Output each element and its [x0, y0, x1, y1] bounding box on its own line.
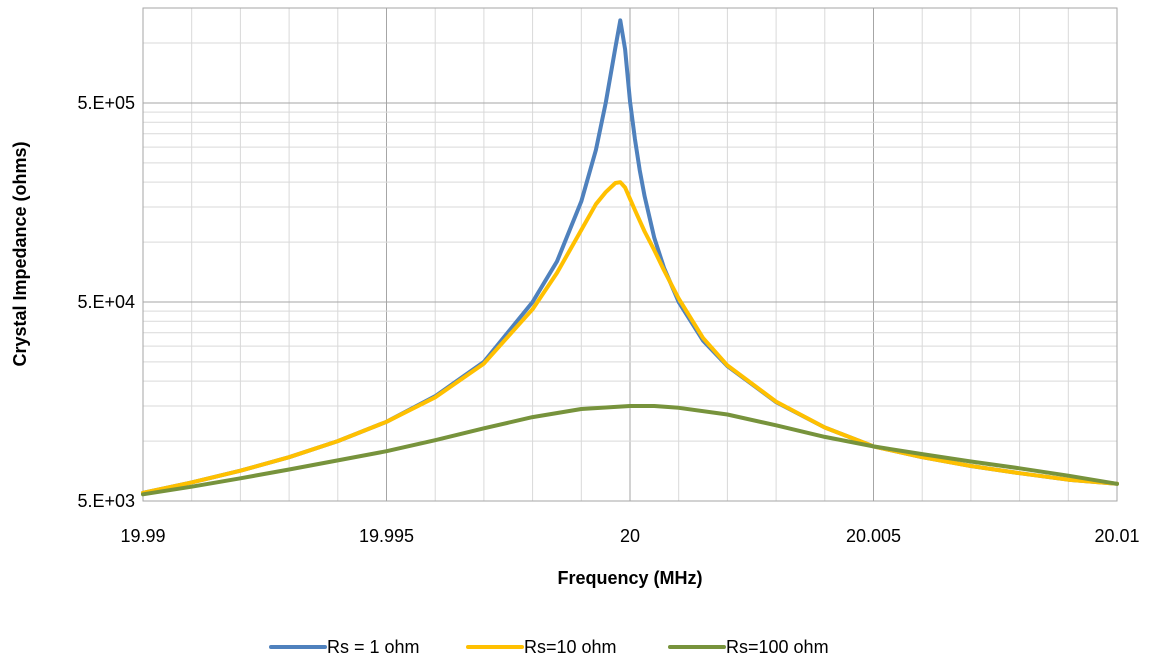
y-tick-label: 5.E+04	[77, 292, 135, 312]
y-tick-label: 5.E+05	[77, 93, 135, 113]
x-tick-label: 19.995	[359, 526, 414, 546]
y-axis-ticks: 5.E+03 5.E+04 5.E+05	[77, 93, 135, 511]
series-group	[141, 18, 1119, 497]
x-axis-title: Frequency (MHz)	[557, 568, 702, 588]
y-tick-label: 5.E+03	[77, 491, 135, 511]
plot-area	[142, 7, 1118, 502]
x-axis-ticks: 19.99 19.995 20 20.005 20.01	[120, 526, 1139, 546]
y-axis-title: Crystal Impedance (ohms)	[10, 141, 30, 366]
x-tick-label: 20.01	[1094, 526, 1139, 546]
legend-label: Rs = 1 ohm	[327, 637, 420, 657]
legend-label: Rs=10 ohm	[524, 637, 617, 657]
x-tick-label: 20.005	[846, 526, 901, 546]
grid	[143, 8, 1117, 501]
legend: Rs = 1 ohm Rs=10 ohm Rs=100 ohm	[269, 637, 829, 657]
x-tick-label: 19.99	[120, 526, 165, 546]
series-line-2	[141, 180, 1119, 495]
legend-label: Rs=100 ohm	[726, 637, 829, 657]
series-line-3	[141, 404, 1119, 497]
x-tick-label: 20	[620, 526, 640, 546]
